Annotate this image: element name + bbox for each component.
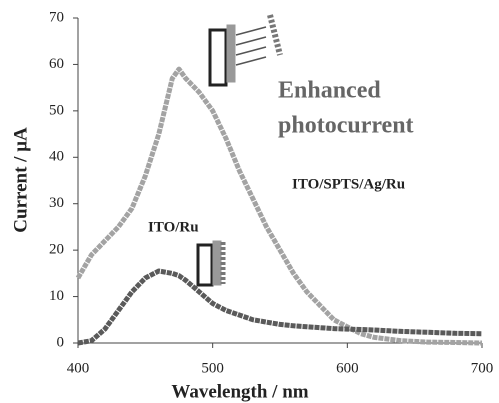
y-tick-label: 30 [49, 195, 64, 211]
y-tick-label: 20 [49, 242, 64, 258]
annotation: photocurrent [278, 113, 414, 139]
y-axis-title: Current / μA [10, 127, 31, 233]
x-tick-label: 400 [67, 360, 90, 376]
annotation: Enhanced [278, 78, 381, 104]
series-label: ITO/Ru [148, 219, 199, 235]
line-series [75, 66, 483, 346]
line-series [77, 268, 483, 346]
electrode-icon [196, 14, 283, 287]
y-tick-label: 10 [49, 288, 64, 304]
y-tick-label: 50 [49, 102, 64, 118]
x-tick-label: 500 [201, 360, 224, 376]
x-axis-title: Wavelength / nm [171, 381, 308, 402]
x-tick-label: 600 [336, 360, 359, 376]
series-label: ITO/SPTS/Ag/Ru [292, 176, 405, 192]
y-tick-label: 0 [57, 334, 65, 350]
y-tick-label: 60 [49, 56, 64, 72]
y-tick-label: 40 [49, 149, 64, 165]
x-tick-label: 700 [471, 360, 494, 376]
y-tick-label: 70 [49, 9, 64, 25]
